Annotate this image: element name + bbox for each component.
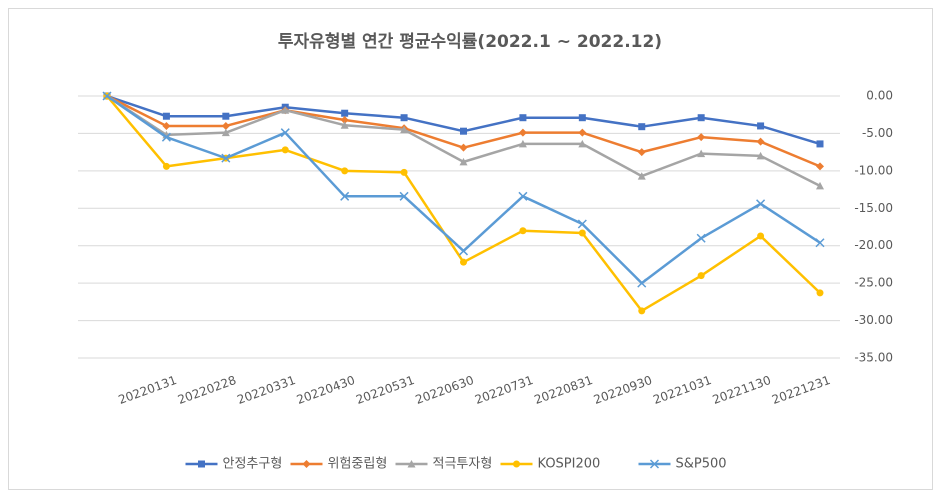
marker	[815, 238, 825, 248]
marker	[638, 307, 646, 315]
marker	[519, 227, 527, 235]
marker	[161, 132, 171, 142]
marker	[460, 258, 467, 266]
legend-marker	[407, 460, 416, 468]
marker	[102, 91, 112, 101]
legend-item: 위험중립형	[290, 457, 388, 472]
legend-marker	[513, 460, 520, 468]
marker	[519, 114, 527, 122]
marker	[696, 233, 706, 243]
marker	[222, 112, 230, 120]
marker	[458, 246, 469, 256]
marker	[162, 121, 171, 130]
marker	[400, 114, 408, 122]
marker	[756, 151, 765, 160]
legend-label: 안정추구형	[223, 457, 283, 472]
legend-label: KOSPI200	[538, 457, 601, 472]
y-tick-label: -35.00	[854, 351, 893, 365]
legend-item: 적극투자형	[395, 457, 493, 472]
marker	[578, 229, 586, 237]
marker	[459, 143, 468, 152]
legend-item: 안정추구형	[185, 457, 283, 472]
marker	[816, 162, 824, 171]
y-tick-label: -25.00	[854, 276, 893, 290]
marker	[340, 115, 349, 124]
marker	[578, 114, 586, 122]
marker	[816, 181, 824, 190]
marker	[578, 139, 587, 148]
legend-item: KOSPI200	[500, 457, 601, 472]
marker	[518, 191, 528, 201]
marker	[577, 219, 587, 229]
marker	[162, 112, 170, 120]
marker	[281, 146, 289, 154]
marker	[221, 128, 230, 137]
marker	[757, 122, 765, 130]
marker	[518, 139, 527, 148]
y-tick-label: -20.00	[854, 238, 893, 252]
marker	[518, 128, 527, 137]
marker	[400, 125, 409, 134]
y-tick-label: -5.00	[862, 126, 893, 140]
legend-item: S&P500	[638, 457, 727, 472]
y-tick-label: -15.00	[854, 201, 893, 215]
marker	[816, 140, 824, 148]
marker	[637, 172, 646, 180]
marker	[221, 121, 230, 130]
marker	[459, 157, 468, 166]
legend-label: 적극투자형	[433, 457, 493, 472]
legend-label: 위험중립형	[328, 457, 388, 472]
y-tick-label: 0.00	[866, 89, 893, 103]
marker	[578, 128, 587, 137]
marker	[162, 162, 170, 170]
marker	[341, 109, 349, 117]
marker	[757, 232, 765, 240]
marker	[637, 148, 646, 157]
marker	[816, 289, 824, 297]
marker	[400, 168, 408, 176]
marker	[638, 123, 646, 131]
marker	[340, 121, 349, 129]
marker	[460, 127, 467, 135]
legend-label: S&P500	[676, 457, 727, 472]
y-tick-label: -30.00	[854, 313, 893, 327]
marker	[221, 153, 231, 163]
marker	[341, 167, 349, 175]
marker	[280, 128, 290, 138]
marker	[340, 191, 350, 201]
y-tick-label: -10.00	[854, 163, 893, 177]
legend-marker	[302, 460, 311, 468]
marker	[697, 133, 706, 142]
marker	[637, 278, 647, 288]
legend-marker	[198, 460, 205, 468]
marker	[399, 191, 409, 201]
marker	[697, 114, 705, 122]
chart-title: 투자유형별 연간 평균수익률(2022.1 ~ 2022.12)	[278, 31, 662, 52]
legend-marker	[649, 459, 660, 469]
marker	[697, 272, 705, 280]
marker	[756, 137, 765, 146]
marker	[756, 199, 766, 209]
chart-border	[8, 8, 933, 490]
marker	[281, 106, 290, 114]
marker	[697, 149, 706, 158]
